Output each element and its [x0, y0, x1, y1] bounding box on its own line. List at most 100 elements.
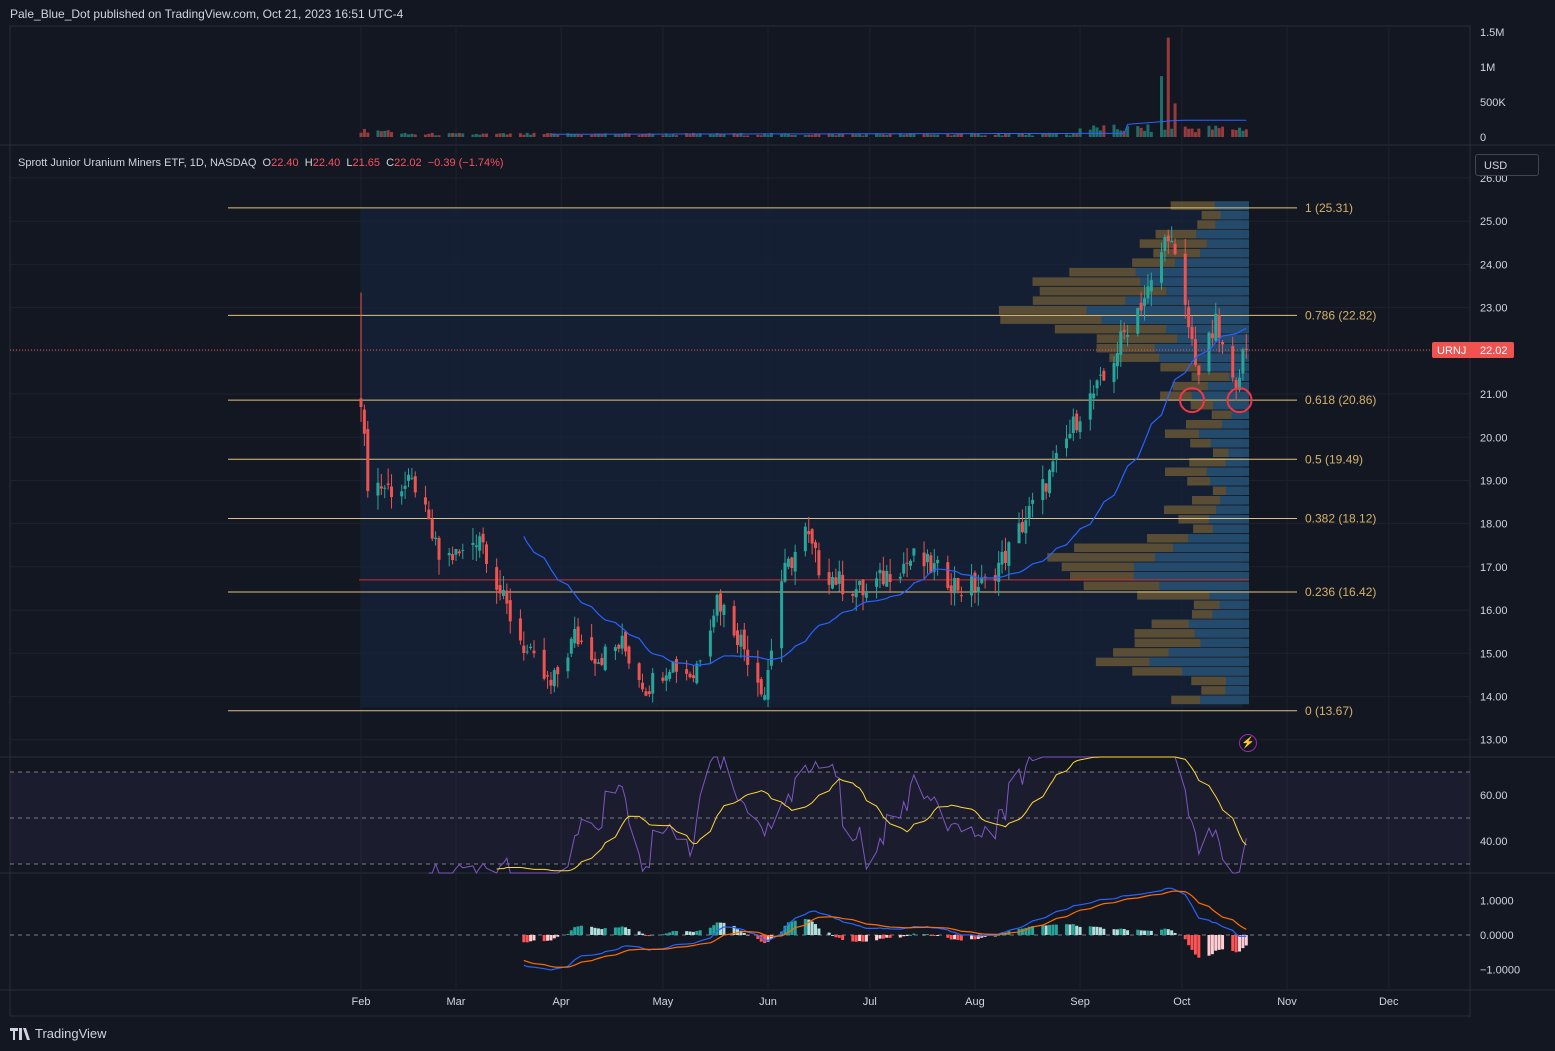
- price-tick-label: 15.00: [1480, 648, 1508, 660]
- fib-level-label: 0.236 (16.42): [1305, 585, 1376, 599]
- volume-profile-up-bar: [1206, 239, 1249, 248]
- macd-histogram-bar: [641, 933, 645, 935]
- candle-body: [400, 491, 404, 497]
- candle-body: [841, 574, 845, 595]
- price-tick-label: 20.00: [1480, 432, 1508, 444]
- macd-histogram-bar: [600, 929, 604, 935]
- candle-body: [1075, 413, 1079, 431]
- macd-histogram-bar: [532, 935, 536, 941]
- candle-body: [359, 398, 363, 408]
- volume-bar: [786, 134, 790, 137]
- volume-profile-up-bar: [1165, 324, 1249, 334]
- brand-label: TradingView: [35, 1026, 107, 1041]
- macd-histogram-bar: [566, 933, 570, 935]
- macd-histogram-bar: [671, 931, 675, 935]
- candle-body: [671, 661, 675, 673]
- volume-bar: [1231, 129, 1235, 137]
- macd-histogram-bar: [1190, 935, 1194, 950]
- macd-histogram-bar: [878, 935, 882, 939]
- volume-bar: [997, 133, 1001, 137]
- volume-profile-up-bar: [1212, 524, 1249, 534]
- volume-bar: [946, 133, 950, 137]
- volume-bar: [698, 133, 702, 137]
- volume-profile-up-bar: [1181, 667, 1249, 676]
- volume-profile-down-bar: [1189, 457, 1249, 467]
- macd-histogram-bar: [546, 935, 550, 941]
- candle-body: [1031, 499, 1035, 504]
- volume-bar: [956, 133, 960, 137]
- volume-profile-down-bar: [1134, 629, 1249, 638]
- macd-histogram-bar: [902, 935, 906, 937]
- candle-body: [1000, 551, 1004, 565]
- candle-body: [624, 631, 628, 652]
- candle-body: [552, 670, 556, 687]
- candle-body: [742, 629, 746, 650]
- candle-body: [1088, 393, 1092, 420]
- volume-bar: [366, 132, 370, 137]
- candle-body: [430, 519, 434, 539]
- volume-profile-down-bar: [1096, 334, 1249, 343]
- volume-bar: [569, 134, 573, 137]
- x-tick-label: Jul: [863, 996, 877, 1008]
- macd-histogram-bar: [881, 935, 885, 939]
- candle-body: [461, 550, 465, 552]
- lightning-icon[interactable]: ⚡: [1239, 734, 1257, 752]
- candle-body: [925, 553, 929, 563]
- volume-bar: [481, 133, 485, 137]
- macd-histogram-bar: [973, 935, 977, 940]
- volume-profile-up-bar: [1213, 400, 1249, 410]
- volume-bar: [1210, 129, 1214, 137]
- macd-histogram-bar: [637, 931, 641, 935]
- volume-bar: [1183, 126, 1187, 137]
- candle-body: [898, 576, 902, 579]
- footer: TradingView: [0, 1017, 1555, 1051]
- tradingview-logo[interactable]: TradingView: [10, 1026, 107, 1041]
- candle-body: [837, 571, 841, 584]
- volume-tick-label: 500K: [1480, 97, 1506, 109]
- symbol-legend: Sprott Junior Uranium Miners ETF, 1D, NA…: [18, 157, 504, 169]
- currency-button[interactable]: USD: [1475, 154, 1539, 176]
- volume-bar: [1044, 133, 1048, 137]
- volume-profile-up-bar: [1208, 515, 1249, 524]
- candle-body: [905, 562, 909, 564]
- candle-body: [858, 580, 862, 586]
- volume-bar: [980, 135, 984, 137]
- volume-profile-up-bar: [1133, 572, 1249, 581]
- candle-body: [1166, 235, 1170, 242]
- price-tick-label: 18.00: [1480, 519, 1508, 531]
- volume-bar: [932, 134, 936, 137]
- volume-profile-up-bar: [1200, 638, 1249, 648]
- candle-body: [1159, 252, 1163, 283]
- candle-body: [688, 673, 692, 678]
- macd-histogram-bar: [1027, 926, 1031, 935]
- macd-histogram-bar: [556, 935, 560, 937]
- volume-bar: [858, 133, 862, 137]
- volume-bar: [929, 134, 933, 137]
- candle-body: [674, 659, 678, 672]
- volume-bar: [912, 133, 916, 137]
- volume-profile-down-bar: [1054, 324, 1249, 334]
- macd-line: [523, 887, 1247, 971]
- volume-bar: [471, 134, 475, 137]
- fib-level-label: 0 (13.67): [1305, 704, 1353, 718]
- candle-body: [1183, 253, 1187, 305]
- candle-body: [664, 675, 668, 681]
- macd-histogram-bar: [803, 919, 807, 935]
- candle-body: [651, 673, 655, 694]
- candle-body: [1102, 370, 1106, 381]
- candle-body: [620, 635, 624, 649]
- volume-bar: [674, 135, 678, 137]
- macd-histogram-bar: [976, 935, 980, 939]
- price-tick-label: 24.00: [1480, 259, 1508, 271]
- volume-bar: [620, 134, 624, 137]
- volume-bar: [1048, 132, 1052, 137]
- macd-histogram-bar: [997, 934, 1001, 936]
- volume-profile-down-bar: [1137, 591, 1249, 600]
- volume-bar: [993, 134, 997, 137]
- candle-body: [362, 409, 366, 434]
- volume-profile-up-bar: [1125, 296, 1249, 305]
- candle-body: [1041, 479, 1045, 501]
- volume-bar: [1244, 129, 1248, 137]
- candle-body: [641, 682, 645, 690]
